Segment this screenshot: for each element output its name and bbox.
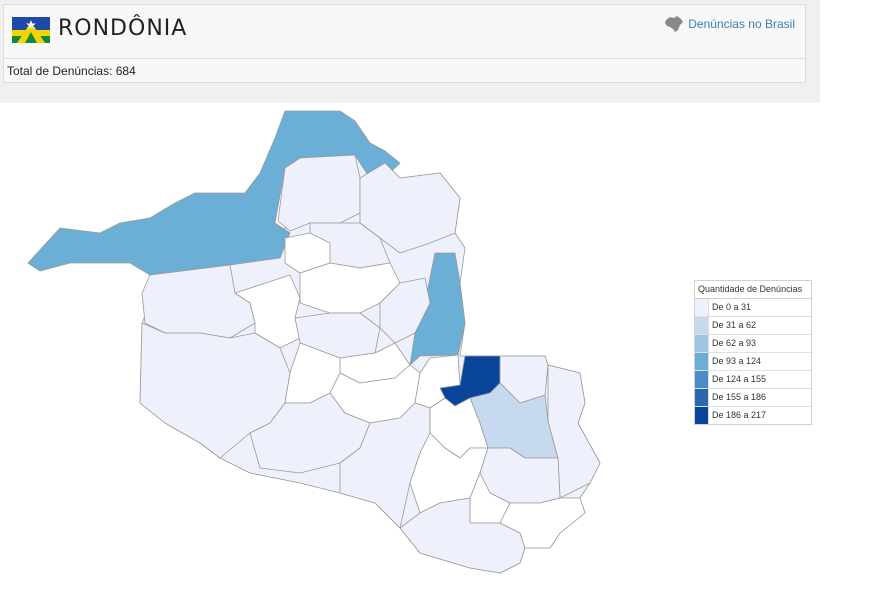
- legend-row: De 0 a 31: [695, 299, 811, 317]
- legend-label: De 155 a 186: [712, 392, 767, 402]
- brasil-link-label: Denúncias no Brasil: [688, 17, 795, 31]
- legend-swatch: [695, 353, 709, 370]
- legend-swatch: [695, 389, 709, 406]
- legend-swatch: [695, 371, 709, 388]
- legend-swatch: [695, 335, 709, 352]
- legend-label: De 62 a 93: [712, 338, 757, 348]
- legend-label: De 0 a 31: [712, 302, 752, 312]
- legend-swatch: [695, 407, 709, 424]
- legend-label: De 93 a 124: [712, 356, 762, 366]
- region-central-2[interactable]: [379, 277, 431, 344]
- legend-label: De 124 a 155: [712, 374, 767, 384]
- region-east-2[interactable]: [547, 364, 601, 499]
- legend-label: De 31 a 62: [712, 320, 757, 330]
- legend-row: De 62 a 93: [695, 335, 811, 353]
- legend: Quantidade de Denúncias De 0 a 31 De 31 …: [694, 280, 812, 425]
- total-count: Total de Denúncias: 684: [7, 64, 136, 78]
- legend-row: De 124 a 155: [695, 371, 811, 389]
- legend-row: De 93 a 124: [695, 353, 811, 371]
- brasil-link[interactable]: Denúncias no Brasil: [664, 15, 795, 33]
- legend-title: Quantidade de Denúncias: [695, 281, 811, 299]
- region-east-1[interactable]: [499, 355, 549, 404]
- rondonia-map: [27, 110, 601, 574]
- brazil-map-icon: [665, 16, 684, 32]
- region-south-1[interactable]: [249, 392, 371, 474]
- title-row: RONDÔNIA Denúncias no Brasil: [4, 5, 805, 59]
- legend-row: De 155 a 186: [695, 389, 811, 407]
- legend-row: De 186 a 217: [695, 407, 811, 424]
- legend-label: De 186 a 217: [712, 410, 767, 420]
- rondonia-flag-icon: [12, 17, 50, 43]
- region-west-white[interactable]: [234, 274, 301, 349]
- legend-swatch: [695, 317, 709, 334]
- header-box: RONDÔNIA Denúncias no Brasil Total de De…: [3, 4, 806, 83]
- region-south-8[interactable]: [499, 497, 586, 549]
- page-title: RONDÔNIA: [58, 16, 188, 41]
- legend-swatch: [695, 299, 709, 316]
- legend-row: De 31 a 62: [695, 317, 811, 335]
- region-north-1[interactable]: [277, 154, 361, 232]
